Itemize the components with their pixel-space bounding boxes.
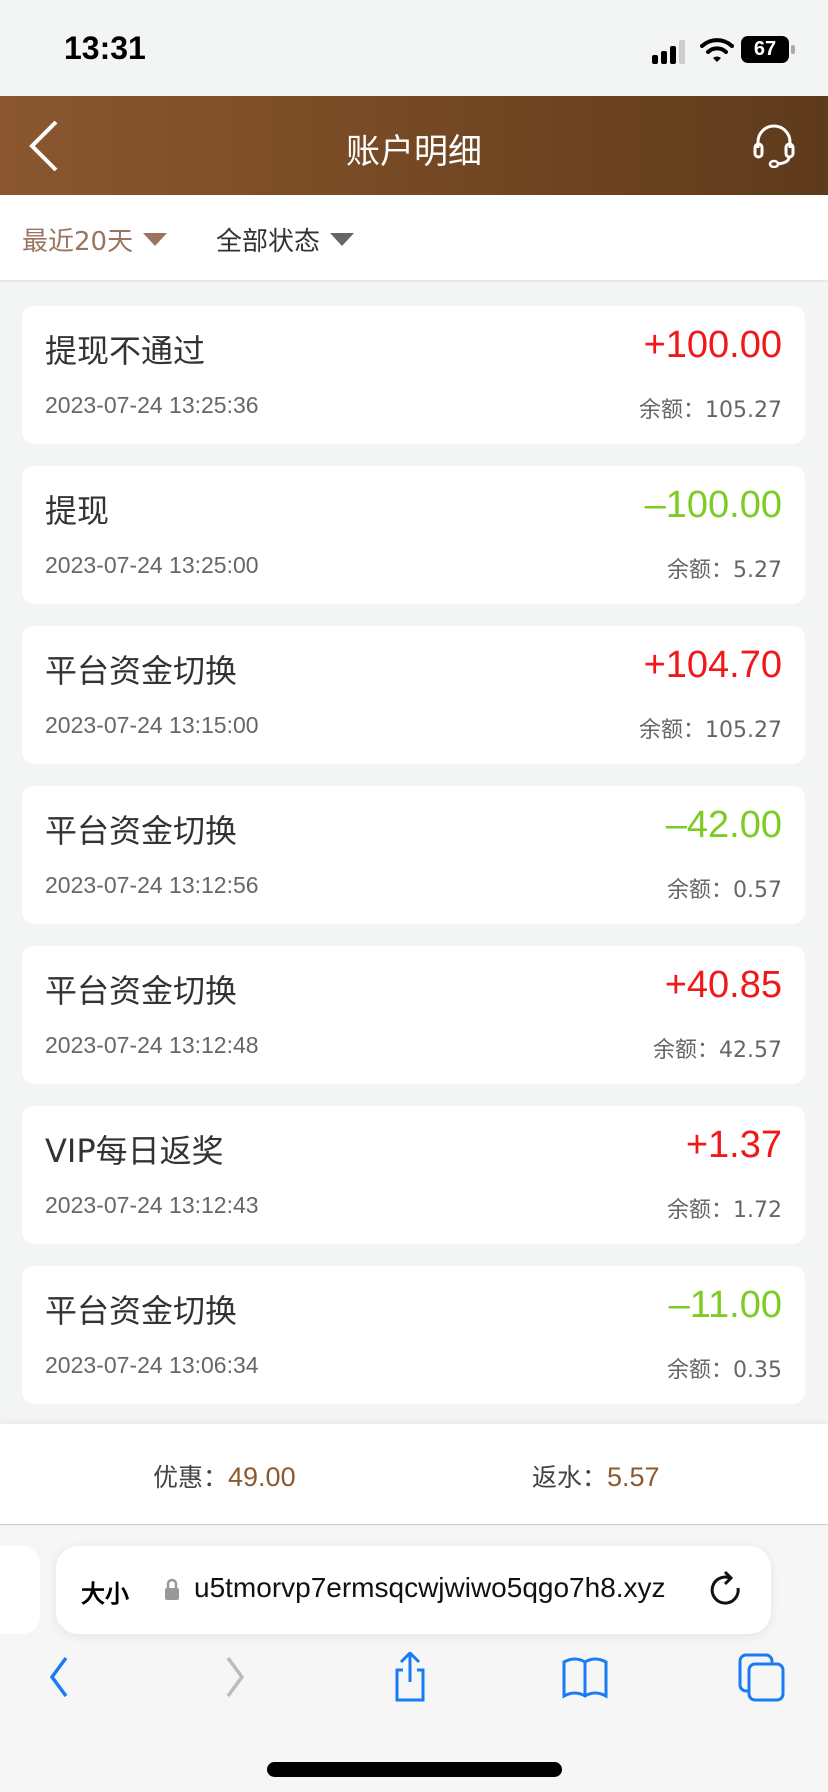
battery-icon: 67	[741, 36, 795, 63]
transaction-time: 2023-07-24 13:12:48	[45, 1032, 259, 1058]
transaction-title: 平台资金切换	[45, 1292, 238, 1330]
back-icon[interactable]	[26, 118, 66, 174]
address-bar[interactable]: 大小 u5tmorvp7ermsqcwjwiwo5qgo7h8.xyz	[56, 1546, 771, 1634]
transaction-time: 2023-07-24 13:06:34	[45, 1352, 259, 1378]
tabs-icon[interactable]	[737, 1652, 787, 1702]
filter-bar: 最近20天 全部状态	[0, 195, 828, 282]
text-size-button[interactable]: 大小	[81, 1580, 129, 1608]
browser-toolbar: 大小 u5tmorvp7ermsqcwjwiwo5qgo7h8.xyz	[0, 1526, 828, 1792]
status-bar: 13:31 67	[0, 0, 828, 96]
page-title: 账户明细	[346, 132, 482, 172]
transaction-balance: 余额：0.57	[667, 878, 782, 903]
transaction-amount: –11.00	[668, 1284, 782, 1326]
transaction-balance: 余额：105.27	[639, 398, 782, 423]
home-indicator	[267, 1762, 562, 1777]
transaction-amount: –42.00	[665, 804, 782, 846]
status-filter-label: 全部状态	[216, 227, 321, 257]
transaction-card[interactable]: VIP每日返奖 +1.37 2023-07-24 13:12:43 余额：1.7…	[22, 1106, 805, 1244]
transaction-title: 平台资金切换	[45, 972, 238, 1010]
transaction-balance: 余额：1.72	[667, 1198, 782, 1223]
transaction-balance: 余额：5.27	[667, 558, 782, 583]
clock: 13:31	[64, 30, 146, 66]
transaction-amount: +40.85	[664, 964, 782, 1006]
transaction-title: 提现	[45, 492, 110, 530]
transaction-title: 提现不通过	[45, 332, 206, 370]
period-filter-dropdown[interactable]: 最近20天	[22, 221, 168, 258]
transaction-time: 2023-07-24 13:25:36	[45, 392, 259, 418]
discount-value: 49.00	[228, 1462, 296, 1492]
share-icon[interactable]	[385, 1652, 435, 1702]
transaction-time: 2023-07-24 13:12:43	[45, 1192, 259, 1218]
app-header: 账户明细	[0, 96, 828, 195]
reload-icon[interactable]	[708, 1570, 744, 1610]
transaction-time: 2023-07-24 13:15:00	[45, 712, 259, 738]
lock-icon	[165, 1578, 179, 1600]
transaction-card[interactable]: 平台资金切换 –11.00 2023-07-24 13:06:34 余额：0.3…	[22, 1266, 805, 1404]
transaction-amount: +1.37	[685, 1124, 782, 1166]
url-text[interactable]: u5tmorvp7ermsqcwjwiwo5qgo7h8.xyz	[194, 1572, 666, 1603]
transaction-amount: +104.70	[643, 644, 782, 686]
transaction-title: VIP每日返奖	[45, 1132, 224, 1170]
transaction-time: 2023-07-24 13:12:56	[45, 872, 259, 898]
rebate-summary: 返水：5.57	[532, 1458, 660, 1494]
transaction-balance: 余额：105.27	[639, 718, 782, 743]
transaction-card[interactable]: 平台资金切换 +40.85 2023-07-24 13:12:48 余额：42.…	[22, 946, 805, 1084]
dropdown-arrow-icon	[143, 233, 168, 246]
transaction-card[interactable]: 提现 –100.00 2023-07-24 13:25:00 余额：5.27	[22, 466, 805, 604]
transaction-amount: +100.00	[643, 324, 782, 366]
rebate-label: 返水：	[532, 1463, 608, 1492]
discount-summary: 优惠：49.00	[153, 1458, 296, 1494]
forward-nav-icon[interactable]	[212, 1652, 262, 1702]
rebate-value: 5.57	[607, 1462, 660, 1492]
transaction-title: 平台资金切换	[45, 812, 238, 850]
signal-icon	[652, 38, 685, 64]
transaction-balance: 余额：42.57	[653, 1038, 782, 1063]
dropdown-arrow-icon	[330, 233, 355, 246]
transaction-card[interactable]: 平台资金切换 –42.00 2023-07-24 13:12:56 余额：0.5…	[22, 786, 805, 924]
status-filter-dropdown[interactable]: 全部状态	[216, 221, 355, 258]
bookmarks-icon[interactable]	[560, 1652, 610, 1702]
transaction-balance: 余额：0.35	[667, 1358, 782, 1383]
back-nav-icon[interactable]	[40, 1652, 90, 1702]
previous-tab-preview[interactable]	[0, 1546, 40, 1634]
transaction-card[interactable]: 平台资金切换 +104.70 2023-07-24 13:15:00 余额：10…	[22, 626, 805, 764]
transaction-time: 2023-07-24 13:25:00	[45, 552, 259, 578]
transaction-title: 平台资金切换	[45, 652, 238, 690]
wifi-icon	[700, 38, 734, 62]
transaction-amount: –100.00	[644, 484, 782, 526]
period-filter-label: 最近20天	[22, 227, 134, 257]
customer-service-headset-icon[interactable]	[752, 122, 796, 168]
summary-bar: 优惠：49.00 返水：5.57	[0, 1424, 828, 1525]
transaction-card[interactable]: 提现不通过 +100.00 2023-07-24 13:25:36 余额：105…	[22, 306, 805, 444]
discount-label: 优惠：	[153, 1463, 229, 1492]
